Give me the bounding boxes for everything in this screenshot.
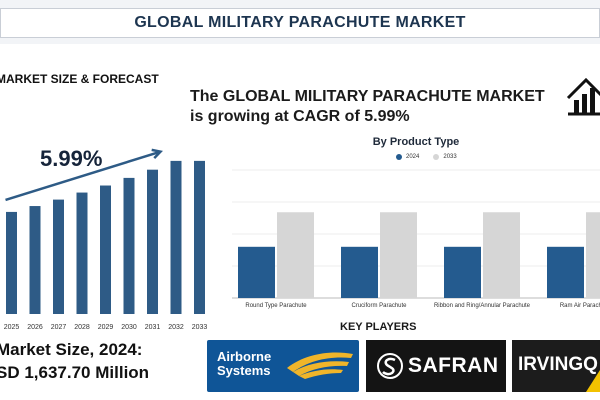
x-tick-label-2033: 2033 (192, 324, 208, 331)
bar-2024-3 (547, 246, 584, 298)
market-bar-2028 (76, 192, 88, 314)
x-tick-label-2030: 2030 (121, 324, 137, 331)
market-size-footer: Market Size, 2024: SD 1,637.70 Million (0, 338, 149, 384)
airborne-logo-text: Airborne Systems (217, 350, 287, 378)
x-tick-label-2031: 2031 (145, 324, 161, 331)
headline: The GLOBAL MILITARY PARACHUTE MARKET is … (190, 87, 570, 127)
x-tick-label-2025: 2025 (4, 324, 20, 331)
legend-item-2024: 2024 (396, 154, 419, 160)
market-bar-2032 (170, 160, 182, 314)
x-tick-label-2032: 2032 (168, 324, 184, 331)
safran-s-icon (377, 353, 403, 379)
irvinggq-logo: IRVINGQ (512, 340, 600, 392)
x-tick-label-2027: 2027 (51, 324, 67, 331)
market-size-footer-line2: SD 1,637.70 Million (0, 363, 150, 382)
legend-dot-2033 (433, 154, 440, 160)
market-bar-2033 (194, 160, 205, 314)
legend-item-2033: 2033 (433, 154, 457, 160)
airborne-logo-line1: Airborne (217, 349, 272, 364)
x-tick-label-2029: 2029 (98, 324, 114, 331)
bar-2033-1 (380, 212, 417, 298)
trend-arrow-line (5, 150, 161, 202)
legend-dot-2024 (396, 154, 402, 160)
bar-2033-0 (277, 212, 314, 298)
market-bar-2030 (123, 177, 135, 314)
airborne-systems-logo: Airborne Systems (207, 340, 359, 392)
market-size-forecast-title: MARKET SIZE & FORECAST (0, 72, 159, 86)
wing-icon (287, 352, 353, 379)
market-bar-2025 (6, 211, 17, 314)
product-type-bar-chart: Round Type Parachute Cruciform Parachute R… (232, 169, 600, 309)
bar-2024-1 (341, 246, 378, 298)
safran-logo-text: SAFRAN (408, 354, 499, 377)
x-tick-label-2: Ribbon and Ring/Annular Parachute (434, 303, 531, 309)
x-tick-label-3: Ram Air Parachute (560, 303, 600, 309)
title-box: GLOBAL MILITARY PARACHUTE MARKET (0, 8, 600, 38)
legend-label-2024: 2024 (406, 154, 420, 160)
page-title: GLOBAL MILITARY PARACHUTE MARKET (134, 14, 466, 31)
airborne-logo-line2: Systems (217, 363, 271, 378)
cagr-value: 5.99% (40, 146, 103, 171)
x-tick-label-2028: 2028 (74, 324, 90, 331)
trend-arrow-icon (151, 148, 163, 160)
key-players-title: KEY PLAYERS (340, 321, 417, 333)
market-bar-2029 (100, 185, 111, 314)
bar-2024-0 (238, 246, 275, 298)
market-size-footer-line1: Market Size, 2024: (0, 340, 143, 359)
bar-2024-2 (444, 246, 481, 298)
chart-legend: 2024 2033 (396, 154, 457, 160)
market-bar-2027 (53, 199, 64, 314)
bar-2033-2 (483, 212, 520, 298)
market-bar-2026 (29, 206, 41, 314)
bar-2033-3 (586, 212, 600, 298)
house-chart-icon (566, 77, 600, 116)
headline-line1: The GLOBAL MILITARY PARACHUTE MARKET (190, 88, 545, 105)
safran-logo: SAFRAN (366, 340, 506, 392)
product-type-chart-title: By Product Type (372, 136, 460, 148)
irvinggq-logo-text: IRVINGQ (518, 354, 598, 375)
x-tick-label-0: Round Type Parachute (245, 303, 307, 309)
title-bar: GLOBAL MILITARY PARACHUTE MARKET (0, 0, 600, 44)
legend-label-2033: 2033 (443, 154, 457, 160)
market-size-bar-chart: 2025 2026 2027 2028 2029 2030 2031 2032 2033 (4, 148, 208, 331)
irvinggq-accent-icon (586, 370, 600, 392)
market-bar-2031 (147, 169, 158, 314)
headline-line2: is growing at CAGR of 5.99% (190, 108, 410, 125)
x-tick-label-2026: 2026 (27, 324, 43, 331)
x-tick-label-1: Cruciform Parachute (351, 303, 407, 309)
